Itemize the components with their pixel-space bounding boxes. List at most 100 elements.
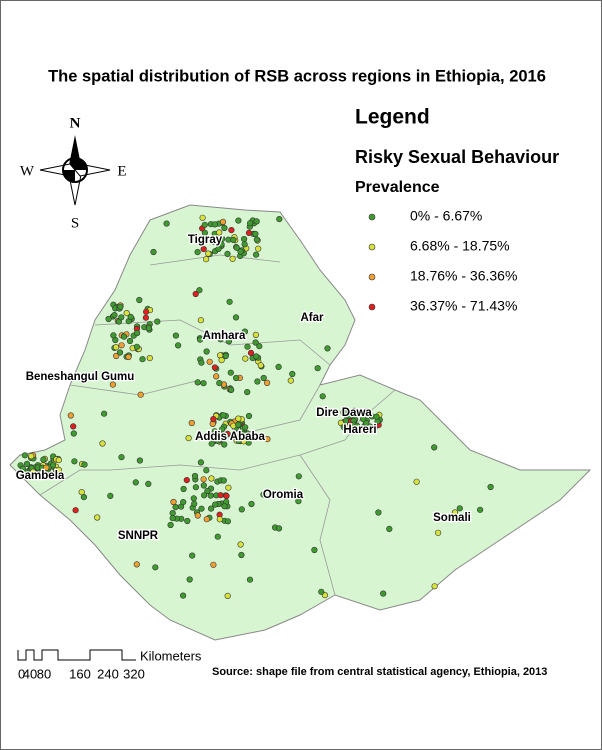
legend-swatch	[368, 243, 376, 251]
cluster-point	[487, 483, 494, 491]
legend-swatch	[368, 303, 376, 311]
cluster-point	[125, 353, 132, 361]
cluster-point	[216, 516, 223, 523]
cluster-point	[192, 484, 199, 491]
cluster-point	[132, 479, 139, 486]
cluster-point	[241, 236, 248, 243]
legend-label: 6.68% - 18.75%	[410, 238, 510, 254]
cluster-point	[200, 476, 207, 483]
cluster-point	[216, 229, 223, 236]
cluster-point	[380, 590, 387, 597]
cluster-point	[100, 410, 108, 417]
cluster-point	[127, 313, 134, 321]
cluster-point	[118, 454, 125, 461]
cluster-point	[207, 492, 214, 499]
cluster-point	[245, 412, 253, 420]
cluster-point	[208, 475, 215, 482]
cluster-point	[237, 541, 244, 548]
compass-east: E	[117, 163, 126, 179]
cluster-point	[224, 518, 231, 525]
cluster-point	[154, 318, 161, 325]
cluster-point	[324, 345, 331, 352]
cluster-point	[226, 298, 233, 305]
map-layer	[9, 204, 592, 641]
cluster-point	[51, 470, 59, 477]
cluster-point	[116, 349, 124, 356]
cluster-point	[71, 458, 78, 465]
legend-subtitle: Risky Sexual Behaviour	[355, 147, 559, 167]
cluster-point	[215, 245, 222, 252]
cluster-point	[136, 457, 143, 464]
cluster-point	[185, 435, 192, 442]
cluster-point	[201, 229, 208, 236]
cluster-point	[253, 251, 260, 258]
region-label: Afar	[300, 312, 324, 324]
compass-west: W	[20, 163, 35, 179]
cluster-point	[235, 217, 242, 224]
legend-swatch	[368, 273, 376, 281]
cluster-point	[375, 509, 382, 516]
cluster-point	[203, 516, 210, 523]
cluster-point	[237, 248, 244, 255]
cluster-point	[210, 238, 217, 245]
cluster-point	[197, 336, 204, 343]
cluster-point	[246, 576, 254, 583]
cluster-point	[260, 491, 267, 498]
cluster-point	[319, 393, 326, 400]
cluster-point	[241, 328, 248, 335]
compass: N S E W	[20, 115, 127, 231]
cluster-point	[28, 453, 35, 460]
cluster-point	[242, 424, 249, 431]
cluster-point	[117, 303, 124, 310]
cluster-point	[221, 441, 228, 448]
cluster-point	[200, 482, 207, 489]
cluster-point	[150, 248, 157, 256]
cluster-point	[145, 480, 152, 488]
cluster-point	[186, 576, 193, 583]
cluster-point	[206, 358, 213, 365]
cluster-point	[163, 220, 170, 227]
cluster-point	[139, 356, 146, 363]
cluster-point	[145, 325, 152, 332]
cluster-point	[253, 218, 260, 225]
cluster-point	[373, 413, 380, 420]
cluster-point	[107, 492, 114, 500]
cluster-point	[431, 583, 438, 590]
cluster-point	[189, 552, 196, 559]
cluster-point	[260, 374, 267, 382]
cluster-point	[220, 412, 227, 419]
cluster-point	[431, 444, 438, 451]
scale-label: 0	[18, 666, 25, 681]
cluster-point	[208, 505, 215, 512]
cluster-point	[247, 349, 255, 357]
cluster-point	[197, 317, 204, 324]
cluster-point	[203, 348, 210, 355]
cluster-point	[289, 370, 296, 378]
scale-label: 80	[37, 666, 51, 681]
cluster-point	[94, 514, 101, 521]
scale-label: 240	[97, 666, 119, 681]
cluster-point	[233, 244, 240, 251]
cluster-point	[23, 460, 31, 468]
region-label: Oromia	[263, 489, 304, 501]
cluster-point	[318, 588, 325, 595]
cluster-point	[120, 333, 128, 340]
region-label: Dire Dawa	[316, 407, 372, 419]
cluster-point	[232, 314, 240, 321]
cluster-point	[190, 495, 197, 502]
scale-unit: Kilometers	[140, 648, 202, 663]
scale-bar: Kilometers	[17, 648, 202, 663]
legend-swatch	[368, 213, 376, 221]
cluster-point	[205, 331, 212, 339]
scale-label: 160	[69, 666, 91, 681]
cluster-point	[451, 509, 459, 516]
cluster-point	[172, 504, 179, 511]
region-label: Hareri	[343, 424, 376, 436]
cluster-point	[224, 250, 231, 257]
cluster-point	[199, 214, 206, 221]
cluster-point	[198, 359, 205, 366]
map-title: The spatial distribution of RSB across r…	[48, 67, 546, 85]
cluster-point	[113, 352, 120, 360]
cluster-point	[235, 437, 242, 445]
cluster-point	[257, 362, 264, 369]
